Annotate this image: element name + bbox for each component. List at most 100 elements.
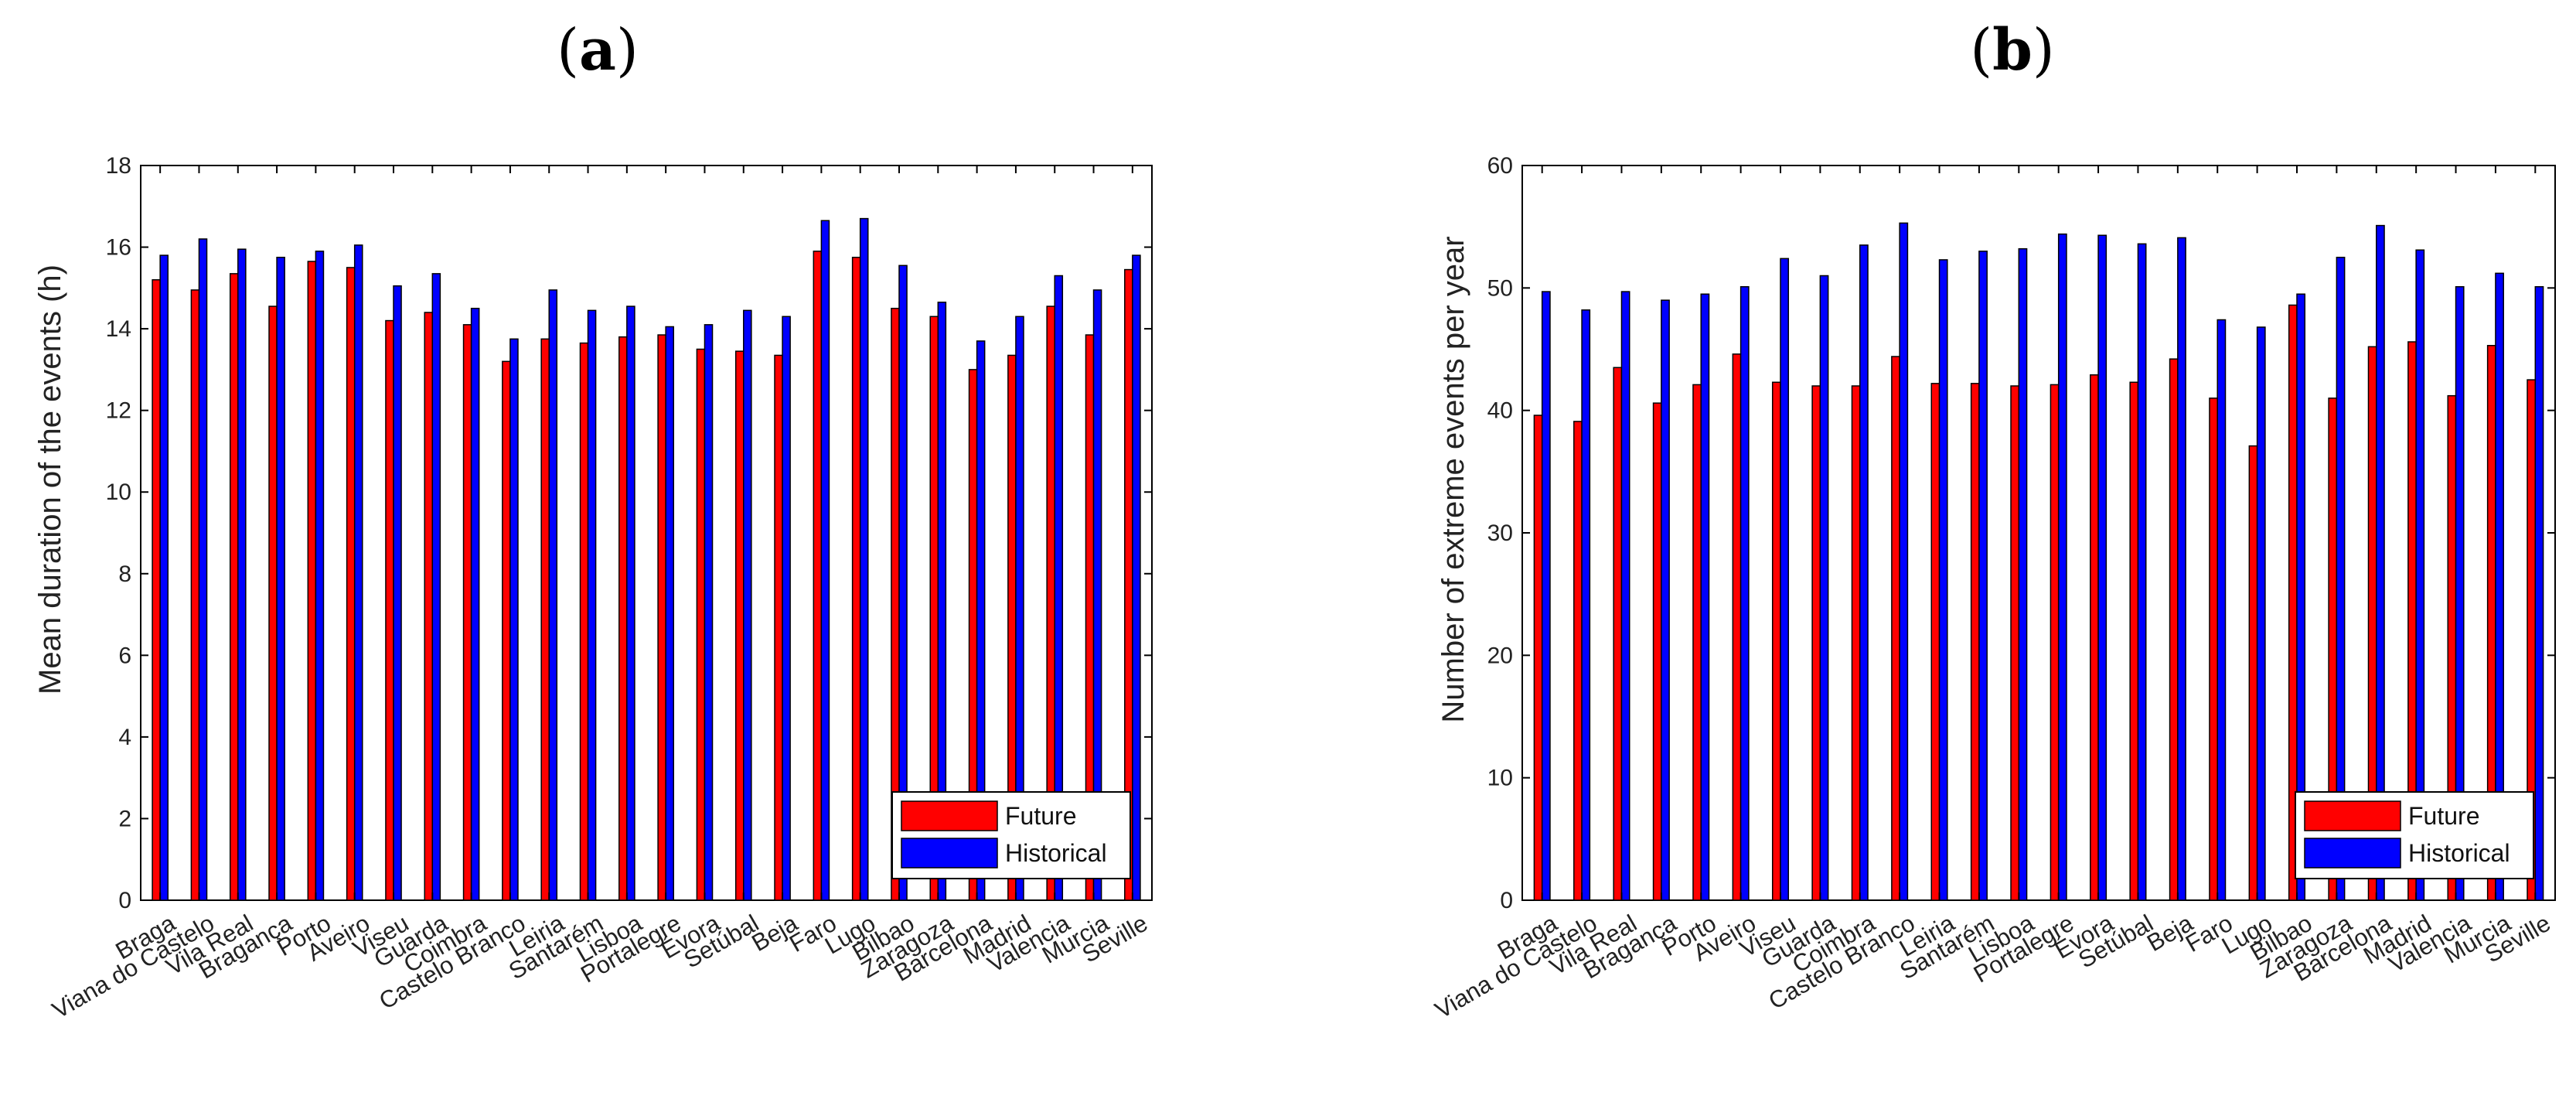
- chart-b-y-tick-label: 0: [1500, 888, 1513, 913]
- chart-b-bar-historical-4: [1700, 293, 1710, 901]
- chart-b-bar-future-17: [2209, 398, 2218, 901]
- chart-a-bar-historical-10: [548, 289, 558, 901]
- chart-b-bar-historical-0: [1541, 291, 1551, 901]
- chart-a-bar-future-1: [190, 289, 200, 901]
- chart-a-bar-future-0: [152, 279, 161, 901]
- chart-a-bar-historical-8: [470, 307, 480, 901]
- chart-b-bar-future-9: [1891, 356, 1900, 901]
- chart-b-legend-swatch-historical: [2304, 838, 2401, 869]
- chart-a-bar-historical-3: [276, 257, 285, 901]
- chart-b-bar-future-0: [1533, 415, 1543, 901]
- chart-a-legend-label-future: Future: [1005, 802, 1076, 830]
- chart-a-bar-historical-16: [782, 316, 791, 901]
- chart-b-bar-historical-3: [1661, 299, 1670, 901]
- chart-a-bar-historical-19: [898, 264, 908, 901]
- chart-b-bar-historical-23: [2455, 286, 2465, 901]
- chart-b-y-tick-label: 40: [1487, 398, 1513, 424]
- chart-b-bar-historical-17: [2217, 319, 2227, 901]
- chart-a-y-tick-label: 10: [106, 480, 131, 505]
- chart-b-bar-historical-9: [1899, 222, 1909, 901]
- chart-a-bar-historical-11: [587, 309, 597, 901]
- chart-a-bar-historical-25: [1132, 254, 1141, 901]
- chart-b-bar-historical-5: [1739, 286, 1750, 901]
- chart-b-bar-historical-14: [2097, 234, 2107, 901]
- chart-b-y-tick-label: 60: [1487, 153, 1513, 179]
- chart-a-bar-historical-17: [820, 220, 830, 901]
- chart-b-bar-future-6: [1771, 381, 1781, 901]
- chart-a-bar-future-15: [734, 350, 745, 901]
- chart-a-y-tick-label: 16: [106, 235, 131, 261]
- chart-a-bar-future-13: [657, 334, 666, 901]
- chart-b-bar-historical-25: [2534, 286, 2544, 901]
- chart-b-bar-future-3: [1652, 402, 1662, 901]
- chart-b-bar-historical-1: [1581, 309, 1591, 901]
- chart-a-bar-historical-2: [237, 248, 247, 901]
- chart-a-bar-future-9: [502, 360, 511, 901]
- chart-a-bar-future-12: [618, 336, 628, 901]
- chart-b-y-tick-label: 30: [1487, 520, 1513, 546]
- chart-b-bar-future-1: [1573, 421, 1583, 901]
- chart-a-bar-historical-13: [665, 326, 674, 901]
- chart-a-legend-swatch-historical: [901, 838, 998, 869]
- chart-a-y-tick-label: 6: [118, 643, 131, 668]
- chart-a-bar-historical-14: [704, 324, 714, 901]
- chart-b-bar-historical-19: [2296, 293, 2306, 901]
- chart-b-bar-historical-16: [2177, 237, 2186, 901]
- chart-b-bar-future-12: [2010, 385, 2020, 901]
- chart-b-bar-historical-10: [1938, 259, 1948, 901]
- chart-a-y-tick-label: 0: [118, 888, 131, 913]
- chart-a-bar-historical-0: [159, 254, 169, 901]
- chart-a-bar-historical-20: [937, 302, 947, 901]
- chart-b-bar-future-16: [2169, 358, 2179, 901]
- chart-a-bar-future-18: [851, 257, 861, 901]
- chart-b-bar-future-2: [1613, 367, 1623, 901]
- chart-b-title: (b): [1970, 17, 2055, 84]
- chart-a-bar-historical-21: [976, 340, 986, 901]
- chart-a-bar-future-17: [813, 251, 823, 901]
- chart-a-bar-future-11: [579, 342, 589, 901]
- chart-a-y-tick-label: 14: [106, 316, 131, 342]
- chart-a-bar-historical-5: [353, 244, 363, 901]
- chart-b-bar-historical-8: [1859, 244, 1869, 901]
- chart-b-y-tick-label: 10: [1487, 766, 1513, 791]
- chart-b-bar-future-4: [1692, 384, 1702, 901]
- chart-a-bar-future-14: [696, 348, 706, 901]
- chart-b-y-tick-label: 50: [1487, 275, 1513, 301]
- chart-b-bar-historical-22: [2415, 249, 2425, 901]
- chart-a-bar-future-10: [540, 338, 550, 901]
- chart-a-bar-historical-24: [1092, 289, 1102, 901]
- chart-b-bar-historical-24: [2495, 272, 2504, 901]
- chart-a-bar-future-6: [385, 319, 394, 901]
- chart-a-y-tick-label: 12: [106, 398, 131, 424]
- chart-b-bar-historical-15: [2137, 243, 2147, 901]
- chart-b-bar-future-8: [1851, 385, 1861, 901]
- chart-a-legend-label-historical: Historical: [1005, 839, 1107, 867]
- chart-b-legend-swatch-future: [2304, 800, 2401, 831]
- chart-b-legend-label-future: Future: [2408, 802, 2479, 830]
- chart-a-y-axis-title: Mean duration of the events (h): [33, 264, 67, 695]
- chart-b-legend: Future Historical: [2295, 791, 2534, 879]
- chart-a-bar-historical-23: [1054, 275, 1064, 901]
- chart-b-bar-future-18: [2248, 445, 2258, 901]
- chart-b-plot-area: [1521, 165, 2556, 901]
- chart-a-bar-historical-7: [431, 273, 441, 901]
- chart-b-bar-future-15: [2129, 381, 2139, 901]
- chart-b-bar-historical-12: [2018, 247, 2028, 901]
- chart-a-bar-historical-18: [859, 217, 869, 901]
- chart-b-bar-historical-7: [1819, 275, 1829, 901]
- chart-a-bar-future-16: [774, 354, 783, 901]
- chart-a-y-tick-label: 8: [118, 561, 131, 587]
- chart-b-bar-future-14: [2090, 374, 2099, 901]
- chart-b-bar-historical-6: [1780, 258, 1790, 901]
- chart-a-y-tick-label: 18: [106, 153, 131, 179]
- chart-a-bar-future-7: [424, 312, 434, 901]
- chart-b: (b) Number of extreme events per year 0 1…: [1430, 17, 2556, 1024]
- chart-b-legend-label-historical: Historical: [2408, 839, 2510, 867]
- chart-a-bar-historical-9: [509, 338, 519, 901]
- chart-a-y-tick-label: 4: [118, 725, 131, 750]
- chart-b-bar-future-10: [1930, 383, 1941, 901]
- chart-a-y-tick-label: 2: [118, 806, 131, 831]
- chart-a: (a) Mean duration of the events (h) 0 2 4 6…: [33, 17, 1153, 1024]
- chart-b-bar-historical-21: [2376, 224, 2385, 901]
- chart-a-bar-historical-1: [198, 238, 208, 901]
